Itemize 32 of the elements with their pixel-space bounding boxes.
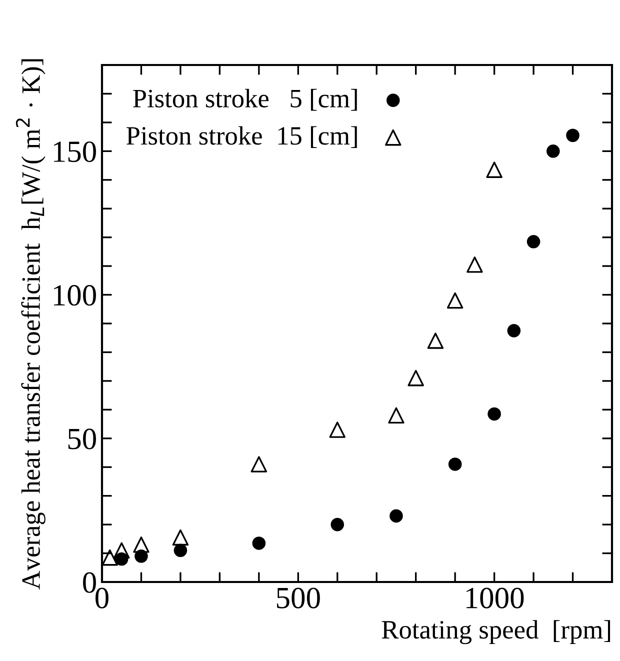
point bbox=[330, 518, 344, 532]
point bbox=[388, 407, 404, 424]
point bbox=[546, 144, 560, 158]
point bbox=[427, 332, 444, 349]
point bbox=[488, 407, 501, 421]
point bbox=[507, 324, 521, 338]
point bbox=[566, 128, 580, 142]
x-axis-title: Rotating speed [rpm] bbox=[382, 620, 610, 644]
y-axis-title: Average heat transfer coefficient h$_{L}$[W/( m$^{2}$ · K)] bbox=[16, 59, 46, 590]
legend-label: Piston stroke 15 [cm] bbox=[126, 126, 357, 148]
point bbox=[446, 292, 464, 309]
x-tick-label: 1000 bbox=[466, 588, 524, 608]
point bbox=[466, 256, 483, 273]
point bbox=[526, 234, 540, 248]
point bbox=[250, 456, 268, 472]
point bbox=[172, 529, 189, 546]
point bbox=[448, 458, 462, 471]
x-tick-label: 500 bbox=[277, 588, 320, 608]
y-tick-label: 150 bbox=[54, 141, 96, 162]
y-tick-label: 0 bbox=[83, 572, 96, 593]
point bbox=[113, 542, 130, 559]
point bbox=[329, 422, 346, 438]
point bbox=[408, 370, 424, 386]
legend-label: Piston stroke 5 [cm] bbox=[133, 88, 357, 111]
point bbox=[174, 544, 188, 558]
point bbox=[133, 536, 150, 553]
y-tick-label: 100 bbox=[54, 285, 96, 306]
point bbox=[102, 549, 118, 566]
y-tick-label: 50 bbox=[68, 428, 96, 450]
point bbox=[390, 509, 403, 523]
point bbox=[252, 536, 266, 550]
point bbox=[486, 162, 502, 178]
